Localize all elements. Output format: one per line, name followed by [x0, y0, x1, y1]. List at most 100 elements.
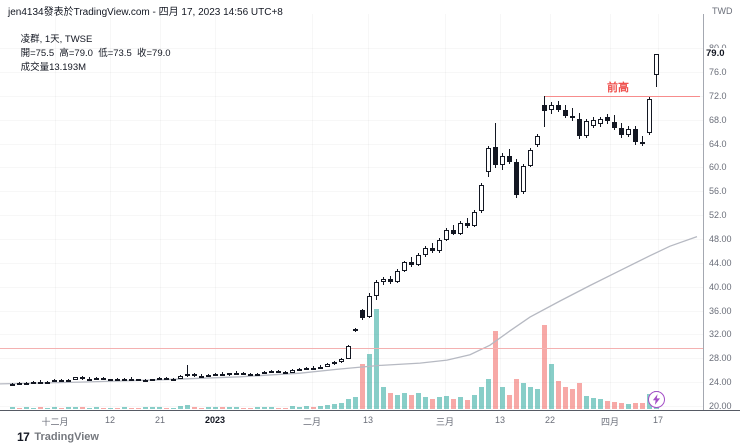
volume-bar: [346, 399, 351, 409]
candle-body: [227, 373, 232, 376]
volume-bar: [605, 401, 610, 409]
candle-body: [143, 379, 148, 382]
volume-bar: [150, 407, 155, 409]
volume-bar: [360, 364, 365, 409]
volume-bar: [94, 407, 99, 409]
candle-body: [10, 383, 15, 386]
volume-bar: [535, 389, 540, 409]
v-gridline: [368, 14, 369, 410]
time-axis[interactable]: 十二月 12 21 2023 二月 13 三月 13 22 四月 17: [0, 410, 740, 429]
price-axis[interactable]: 80.076.072.068.064.060.056.052.048.0044.…: [703, 14, 740, 411]
h-gridline: [0, 144, 703, 145]
volume-bar: [38, 407, 43, 409]
candle-body: [598, 118, 603, 124]
prev_high-line[interactable]: [544, 96, 700, 97]
volume-bar: [101, 408, 106, 409]
candle-body: [199, 375, 204, 378]
time-axis-label: 2023: [204, 415, 226, 425]
volume-bar: [640, 403, 645, 409]
h-gridline: [0, 382, 703, 383]
volume-bar: [115, 408, 120, 409]
price-axis-label: 64.0: [709, 138, 727, 149]
volume-bar: [332, 404, 337, 409]
candle-body: [192, 374, 197, 377]
candle-body: [276, 371, 281, 374]
candle-body: [185, 374, 190, 377]
volume-bar: [185, 405, 190, 409]
candle-body: [136, 379, 141, 382]
candle-body: [346, 345, 351, 359]
candle-body: [262, 372, 267, 374]
candle-body: [339, 358, 344, 362]
volume-bar: [563, 387, 568, 409]
volume-bar: [570, 389, 575, 409]
candle-wick: [544, 95, 545, 127]
candle-body: [388, 279, 393, 282]
candle-body: [234, 372, 239, 375]
candle-body: [584, 120, 589, 137]
flash-icon[interactable]: [647, 391, 665, 408]
time-axis-label: 十二月: [41, 417, 69, 427]
volume-bar: [528, 387, 533, 409]
tradingview-logo[interactable]: 17 TradingView: [17, 430, 99, 444]
candle-body: [290, 370, 295, 373]
v-gridline: [610, 14, 611, 410]
volume-bar: [486, 379, 491, 409]
lightning-bolt-icon: [652, 394, 660, 405]
volume-bar: [402, 393, 407, 409]
candle-body: [269, 371, 274, 374]
price-axis-label: 60.0: [709, 162, 727, 173]
legend-symbol-title[interactable]: 凌群, 1天, TWSE: [20, 34, 93, 45]
candle-body: [577, 118, 582, 137]
candle-body: [514, 162, 519, 195]
candle-body: [507, 156, 512, 163]
price-axis-label: 72.0: [709, 90, 727, 101]
volume-bar: [290, 406, 295, 409]
h-gridline: [0, 239, 703, 240]
volume-bar: [423, 397, 428, 409]
candle-body: [528, 150, 533, 167]
volume-bar: [500, 387, 505, 409]
volume-bar: [556, 381, 561, 409]
volume-bar: [626, 404, 631, 409]
candle-body: [423, 247, 428, 256]
candle-body: [472, 211, 477, 226]
tradingview-logo-mark: 17: [17, 430, 30, 444]
volume-bar: [248, 408, 253, 409]
support-line: [0, 348, 703, 349]
volume-bar: [493, 331, 498, 409]
candle-body: [38, 381, 43, 384]
volume-bar: [192, 407, 197, 409]
candle-body: [381, 279, 386, 282]
candle-body: [493, 147, 498, 165]
candle-body: [87, 378, 92, 381]
h-gridline: [0, 215, 703, 216]
volume-bar: [80, 407, 85, 409]
price-axis-label: 20.00: [709, 401, 732, 411]
volume-bar: [465, 400, 470, 409]
h-gridline: [0, 334, 703, 335]
candle-body: [374, 281, 379, 297]
time-axis-label: 四月: [600, 417, 620, 427]
volume-bar: [136, 408, 141, 409]
time-axis-label: 13: [362, 415, 374, 425]
candle-body: [626, 129, 631, 136]
candle-body: [542, 104, 547, 112]
v-gridline: [500, 14, 501, 410]
volume-bar: [206, 407, 211, 409]
candle-body: [164, 378, 169, 380]
v-gridline: [215, 14, 216, 410]
candle-body: [479, 184, 484, 212]
prev-high-annotation-label[interactable]: 前高: [607, 81, 629, 94]
candle-body: [220, 373, 225, 376]
volume-bar: [521, 383, 526, 409]
candle-wick: [453, 224, 454, 236]
candle-body: [465, 222, 470, 226]
candle-body: [563, 110, 568, 117]
v-gridline: [445, 14, 446, 410]
symbol-legend[interactable]: 凌群, 1天, TWSE 開=75.5 高=79.0 低=73.5 收=79.0…: [10, 20, 178, 84]
time-axis-label: 12: [104, 415, 116, 425]
candle-body: [409, 262, 414, 266]
candle-body: [255, 373, 260, 376]
